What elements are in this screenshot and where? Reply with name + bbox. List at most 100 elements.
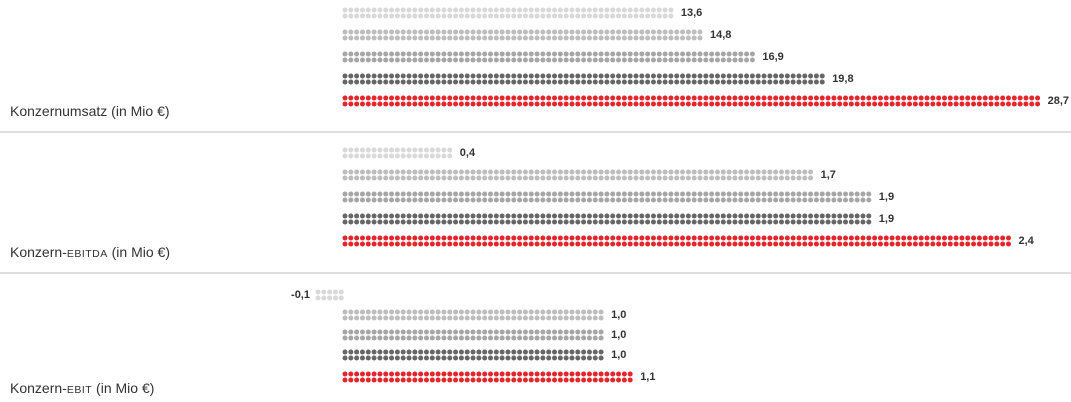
- bar-dot: [575, 29, 581, 35]
- bar-dot: [400, 35, 406, 41]
- bar-dot: [557, 7, 563, 13]
- bar-dot: [371, 329, 377, 335]
- bar-dot: [552, 101, 558, 107]
- bar-dot: [732, 213, 738, 219]
- bar-dot: [418, 315, 424, 321]
- bar-dot: [581, 13, 587, 19]
- bar-dot: [621, 191, 627, 197]
- bar-dot: [557, 169, 563, 175]
- bar-dot: [953, 101, 959, 107]
- bar-dot: [732, 241, 738, 247]
- bar-dot: [674, 57, 680, 63]
- bar-dot: [470, 95, 476, 101]
- bar-dot: [732, 197, 738, 203]
- bar-dot: [848, 219, 854, 225]
- bar-dot: [691, 35, 697, 41]
- bar-dot: [499, 329, 505, 335]
- bar-dot: [784, 241, 790, 247]
- bar-dot: [534, 73, 540, 79]
- bar-dot: [377, 241, 383, 247]
- bar-dot: [616, 191, 622, 197]
- bar-dot: [517, 371, 523, 377]
- bar-dot: [499, 51, 505, 57]
- bar-dot: [400, 169, 406, 175]
- bar-dot: [697, 57, 703, 63]
- bar-dot: [627, 241, 633, 247]
- bar-dot: [534, 29, 540, 35]
- bar-dot: [441, 51, 447, 57]
- bar-dot: [517, 241, 523, 247]
- bar-dot: [476, 371, 482, 377]
- bar-dot: [522, 355, 528, 361]
- bar-dot: [994, 235, 1000, 241]
- bar-dots: [315, 289, 344, 301]
- bar-dot: [755, 191, 761, 197]
- bar-dot: [447, 147, 453, 153]
- bar-dot: [464, 329, 470, 335]
- bar-dot: [586, 29, 592, 35]
- bar-dot: [639, 13, 645, 19]
- bar-dot: [394, 315, 400, 321]
- bar-dot: [348, 355, 354, 361]
- bar-dot: [522, 79, 528, 85]
- bar-dot: [773, 73, 779, 79]
- bar-dot: [540, 51, 546, 57]
- bar-dot: [755, 73, 761, 79]
- bar-dot: [365, 329, 371, 335]
- bar-dot: [522, 51, 528, 57]
- bar-dot: [354, 169, 360, 175]
- bar-dot: [610, 51, 616, 57]
- bar-dot: [726, 191, 732, 197]
- bar-dot: [959, 95, 965, 101]
- bar-dot: [604, 197, 610, 203]
- bar-dot: [338, 295, 344, 301]
- bar-dot: [610, 175, 616, 181]
- bar-dot: [394, 241, 400, 247]
- bar-dot: [581, 101, 587, 107]
- bar-dot: [552, 315, 558, 321]
- bar-dot: [563, 349, 569, 355]
- bar-dot: [377, 213, 383, 219]
- bar-dot: [680, 29, 686, 35]
- bar-dot: [511, 101, 517, 107]
- bar-dot: [854, 95, 860, 101]
- bar-dot: [441, 241, 447, 247]
- bar-dot: [744, 241, 750, 247]
- bar-dot: [488, 13, 493, 19]
- bar-dot: [621, 95, 627, 101]
- bar-dot: [802, 197, 808, 203]
- bar-dot: [685, 95, 691, 101]
- bar-dot: [627, 57, 633, 63]
- bar-dot: [371, 153, 377, 159]
- bar-dot: [383, 147, 389, 153]
- bar-dot: [971, 95, 977, 101]
- bar-dot: [837, 213, 843, 219]
- bar-dot: [488, 213, 493, 219]
- bar-dot: [470, 13, 476, 19]
- bar-dot: [365, 371, 371, 377]
- bar-dot: [697, 95, 703, 101]
- bar-dot: [315, 295, 321, 301]
- bar-dot: [680, 95, 686, 101]
- bar-dot: [476, 191, 482, 197]
- bar-dot: [598, 7, 604, 13]
- bar-dot: [365, 315, 371, 321]
- bar-dot: [645, 241, 651, 247]
- bar-dot: [883, 101, 889, 107]
- bar-dot: [464, 51, 470, 57]
- bar-dot: [749, 213, 755, 219]
- bar-dot: [825, 213, 831, 219]
- bar-dot: [604, 7, 610, 13]
- bar-dot: [662, 7, 668, 13]
- bar-dot: [546, 213, 552, 219]
- bar-dot: [808, 95, 814, 101]
- bar-dot: [365, 335, 371, 341]
- bar-dot: [522, 349, 528, 355]
- bar-dot: [604, 95, 610, 101]
- bar-dot: [488, 29, 493, 35]
- bar-dot: [738, 51, 744, 57]
- bar-dot: [662, 169, 668, 175]
- bar-dot: [837, 191, 843, 197]
- bar-dot: [586, 197, 592, 203]
- bar-dot: [383, 329, 389, 335]
